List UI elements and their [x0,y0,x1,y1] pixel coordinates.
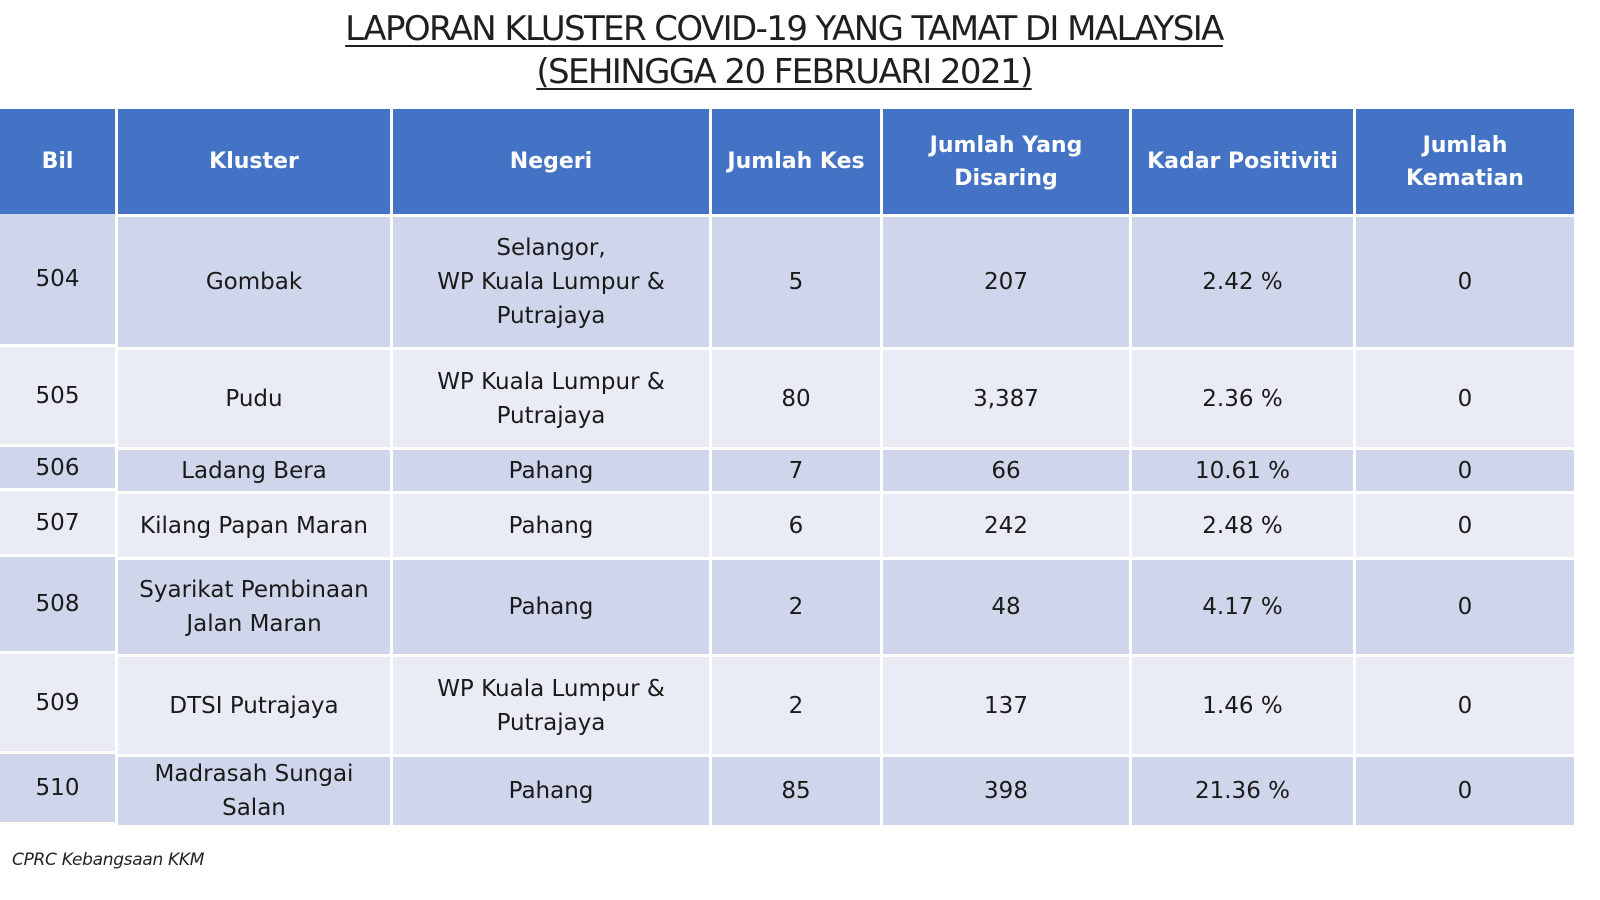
cell-kluster: Syarikat Pembinaan Jalan Maran [118,560,390,654]
cell-bil: 505 [0,347,115,444]
table-row: 508 Syarikat Pembinaan Jalan Maran Pahang 2 4… [0,557,1574,654]
cell-jumlah-kematian: 0 [1356,350,1574,447]
table-row: 509 DTSI Putrajaya WP Kuala Lumpur & Putraj… [0,654,1574,754]
cell-jumlah-disaring: 3,387 [883,350,1129,447]
cell-jumlah-kematian: 0 [1356,217,1574,347]
cell-negeri-line: Selangor, [496,235,606,261]
cell-jumlah-kematian: 0 [1356,560,1574,654]
cell-kluster: Ladang Bera [118,450,390,491]
cell-negeri: Selangor, WP Kuala Lumpur & Putrajaya [393,217,709,347]
cell-bil: 509 [0,654,115,751]
cell-kadar-positiviti: 21.36 % [1132,757,1353,825]
header-kadar-positiviti: Kadar Positiviti [1132,109,1353,214]
cell-negeri-line: WP Kuala Lumpur & [437,269,665,295]
cell-negeri-line: Pahang [508,512,594,539]
cell-jumlah-disaring: 48 [883,560,1129,654]
cell-bil: 506 [0,447,115,488]
cell-jumlah-kes: 7 [712,450,880,491]
cell-kluster-line: Syarikat Pembinaan [139,577,369,603]
header-jumlah-kematian: Jumlah Kematian [1356,109,1574,214]
cell-jumlah-disaring: 207 [883,217,1129,347]
cell-kluster-line: Madrasah Sungai Salan [154,761,354,821]
cell-kluster: DTSI Putrajaya [118,657,390,754]
cell-kluster-line: Jalan Maran [186,611,322,637]
cell-kluster-line: Gombak [205,269,303,295]
cell-negeri-line: Putrajaya [496,303,606,329]
cell-negeri: Pahang [393,560,709,654]
cell-jumlah-disaring: 66 [883,450,1129,491]
header-negeri: Negeri [393,109,709,214]
cell-kadar-positiviti: 2.36 % [1132,350,1353,447]
cell-jumlah-kes: 6 [712,494,880,557]
header-row: Bil Kluster Negeri Jumlah Kes Jumlah Yan… [0,109,1574,214]
table-body: 504 Gombak Selangor, WP Kuala Lumpur & Putra… [0,214,1574,825]
cell-jumlah-disaring: 398 [883,757,1129,825]
table-row: 507 Kilang Papan Maran Pahang 6 242 2.48 % 0 [0,491,1574,557]
report-title: LAPORAN KLUSTER COVID-19 YANG TAMAT DI M… [0,8,1568,94]
cell-jumlah-kes: 80 [712,350,880,447]
cell-kluster-line: Kilang Papan Maran [139,512,369,539]
table-row: 506 Ladang Bera Pahang 7 66 10.61 % 0 [0,447,1574,491]
cell-jumlah-kes: 2 [712,657,880,754]
cell-jumlah-disaring: 242 [883,494,1129,557]
table-row: 510 Madrasah Sungai Salan Pahang 85 398 21.36… [0,754,1574,825]
cell-jumlah-kematian: 0 [1356,757,1574,825]
cell-negeri-line: Putrajaya [496,402,606,429]
header-jumlah-kes: Jumlah Kes [712,109,880,214]
cell-kadar-positiviti: 2.42 % [1132,217,1353,347]
cell-negeri-line: WP Kuala Lumpur & [437,368,665,395]
cell-negeri-line: Putrajaya [496,709,606,736]
cell-jumlah-kematian: 0 [1356,657,1574,754]
header-bil: Bil [0,109,115,214]
cell-negeri: Pahang [393,757,709,825]
cell-bil: 510 [0,754,115,822]
cell-bil: 508 [0,557,115,651]
cell-jumlah-kes: 2 [712,560,880,654]
cell-negeri-line: Pahang [508,594,594,620]
source-footnote: CPRC Kebangsaan KKM [12,850,205,870]
cell-kluster: Pudu [118,350,390,447]
cell-kluster-line: Ladang Bera [181,457,327,484]
cell-jumlah-kes: 85 [712,757,880,825]
cell-jumlah-kes: 5 [712,217,880,347]
cell-jumlah-kematian: 0 [1356,450,1574,491]
title-line-1: LAPORAN KLUSTER COVID-19 YANG TAMAT DI M… [345,9,1224,49]
cell-kadar-positiviti: 2.48 % [1132,494,1353,557]
cell-negeri: WP Kuala Lumpur & Putrajaya [393,657,709,754]
header-kluster: Kluster [118,109,390,214]
cell-negeri: Pahang [393,494,709,557]
cell-kadar-positiviti: 4.17 % [1132,560,1353,654]
cell-negeri: WP Kuala Lumpur & Putrajaya [393,350,709,447]
cell-kluster: Kilang Papan Maran [118,494,390,557]
cell-negeri-line: Pahang [508,778,594,804]
cell-negeri-line: WP Kuala Lumpur & [437,675,665,702]
header-jumlah-disaring: Jumlah Yang Disaring [883,109,1129,214]
cell-kluster: Gombak [118,217,390,347]
cell-bil: 504 [0,214,115,344]
cell-kluster-line: DTSI Putrajaya [169,692,339,719]
cell-negeri: Pahang [393,450,709,491]
cell-jumlah-disaring: 137 [883,657,1129,754]
cell-kadar-positiviti: 1.46 % [1132,657,1353,754]
table-row: 505 Pudu WP Kuala Lumpur & Putrajaya 80 3,387… [0,347,1574,447]
cell-kadar-positiviti: 10.61 % [1132,450,1353,491]
title-line-2: (SEHINGGA 20 FEBRUARI 2021) [536,52,1033,92]
cell-kluster-line: Pudu [225,385,283,412]
table-row: 504 Gombak Selangor, WP Kuala Lumpur & Putra… [0,214,1574,347]
cell-jumlah-kematian: 0 [1356,494,1574,557]
cell-bil: 507 [0,491,115,554]
cluster-table: Bil Kluster Negeri Jumlah Kes Jumlah Yan… [0,106,1577,828]
cell-kluster: Madrasah Sungai Salan [118,757,390,825]
cell-negeri-line: Pahang [508,457,594,484]
